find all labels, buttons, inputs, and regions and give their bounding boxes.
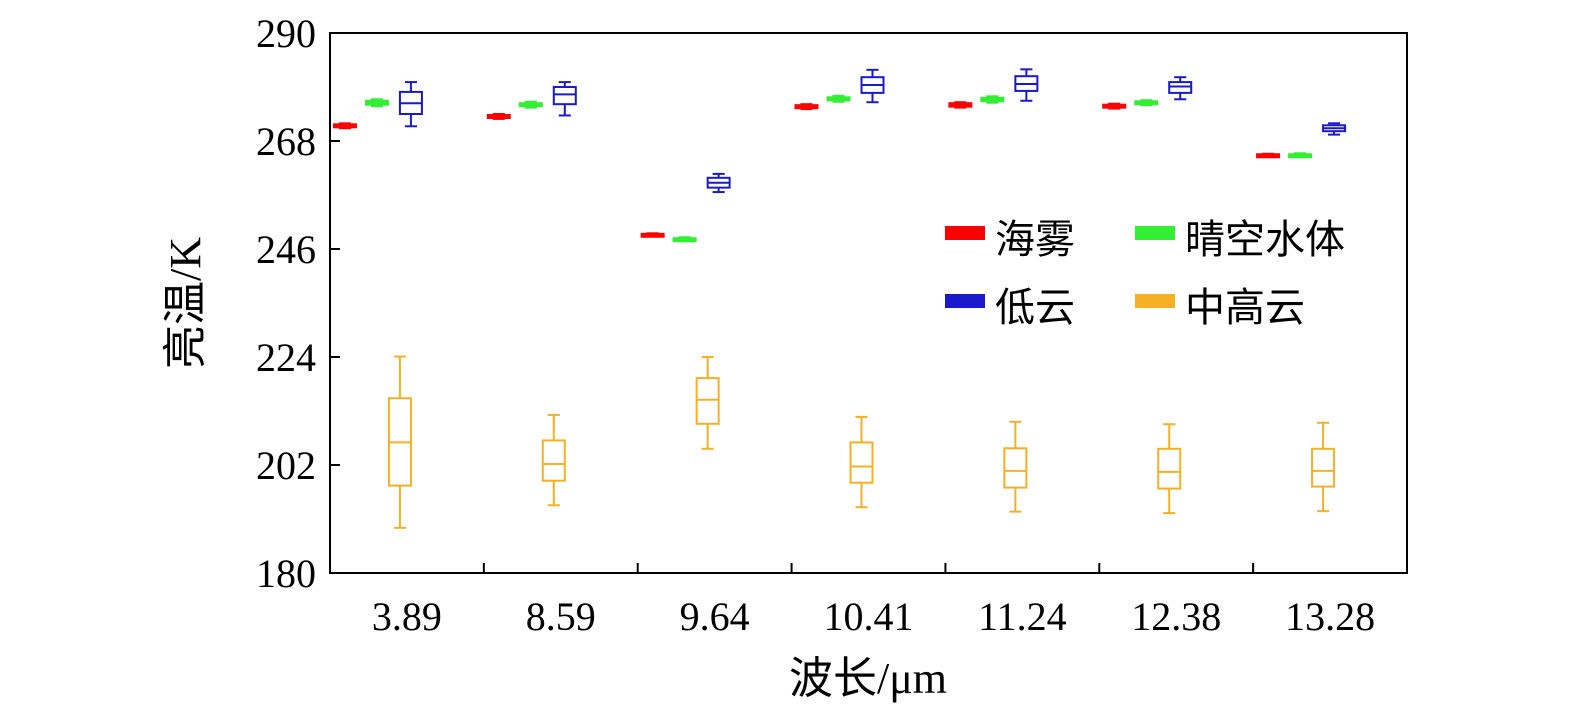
box-iqr [849,441,874,484]
box-3-4 [1003,420,1028,513]
box-3-6 [1311,421,1336,513]
x-tick-label: 10.41 [824,594,914,639]
box-2-6 [1322,122,1347,136]
box-iqr [1003,447,1028,489]
box-iqr [541,439,566,482]
legend-label: 海雾 [995,217,1075,263]
box-0-5 [1102,102,1127,110]
box-iqr [552,86,577,106]
x-tick-label: 12.38 [1131,594,1221,639]
legend-swatch [945,226,985,240]
y-tick-label: 224 [256,335,316,380]
box-3-0 [387,355,412,529]
x-tick-label: 9.64 [680,594,750,639]
box-1-0 [364,98,389,108]
y-tick-label: 180 [256,551,316,596]
box-2-3 [860,68,885,104]
box-1-4 [980,95,1005,104]
box-0-3 [794,103,819,111]
box-iqr [1311,447,1336,488]
box-0-4 [948,101,973,109]
plot-marks [332,68,1347,529]
box-1-6 [1288,152,1313,159]
x-axis-title: 波长/μm [789,654,947,703]
box-3-1 [541,413,566,507]
box-1-2 [672,236,697,243]
legend-swatch [945,294,985,308]
axes: 180 202 224 246 268 290 3.89 8.59 9.64 10.41 11.24… [256,11,1375,639]
legend-swatch [1135,226,1175,240]
box-iqr [1157,447,1182,490]
box-3-5 [1157,423,1182,515]
legend-label: 低云 [995,285,1075,331]
box-1-1 [518,100,543,109]
plot-frame [329,32,1408,574]
legend-label: 晴空水体 [1185,217,1345,263]
box-0-0 [332,122,357,130]
box-2-0 [398,81,423,128]
box-2-4 [1014,68,1039,102]
x-tick-label: 8.59 [526,594,596,639]
y-axis-title: 亮温/K [161,237,210,369]
x-tick-label: 3.89 [372,594,442,639]
box-2-5 [1168,76,1193,101]
legend-label: 中高云 [1185,285,1305,331]
box-1-3 [826,94,851,103]
y-tick-label: 290 [256,11,316,56]
box-2-2 [706,172,731,194]
x-tick-label: 11.24 [978,594,1067,639]
box-0-1 [486,113,511,120]
box-2-1 [552,81,577,117]
box-0-2 [640,232,665,238]
box-3-2 [695,356,720,450]
box-iqr [695,377,720,425]
box-0-6 [1256,152,1281,159]
box-3-3 [849,415,874,509]
y-tick-label: 246 [256,227,316,272]
box-1-5 [1134,99,1159,107]
y-tick-label: 268 [256,119,316,164]
y-tick-label: 202 [256,443,316,488]
legend-swatch [1135,294,1175,308]
x-tick-label: 13.28 [1285,594,1375,639]
